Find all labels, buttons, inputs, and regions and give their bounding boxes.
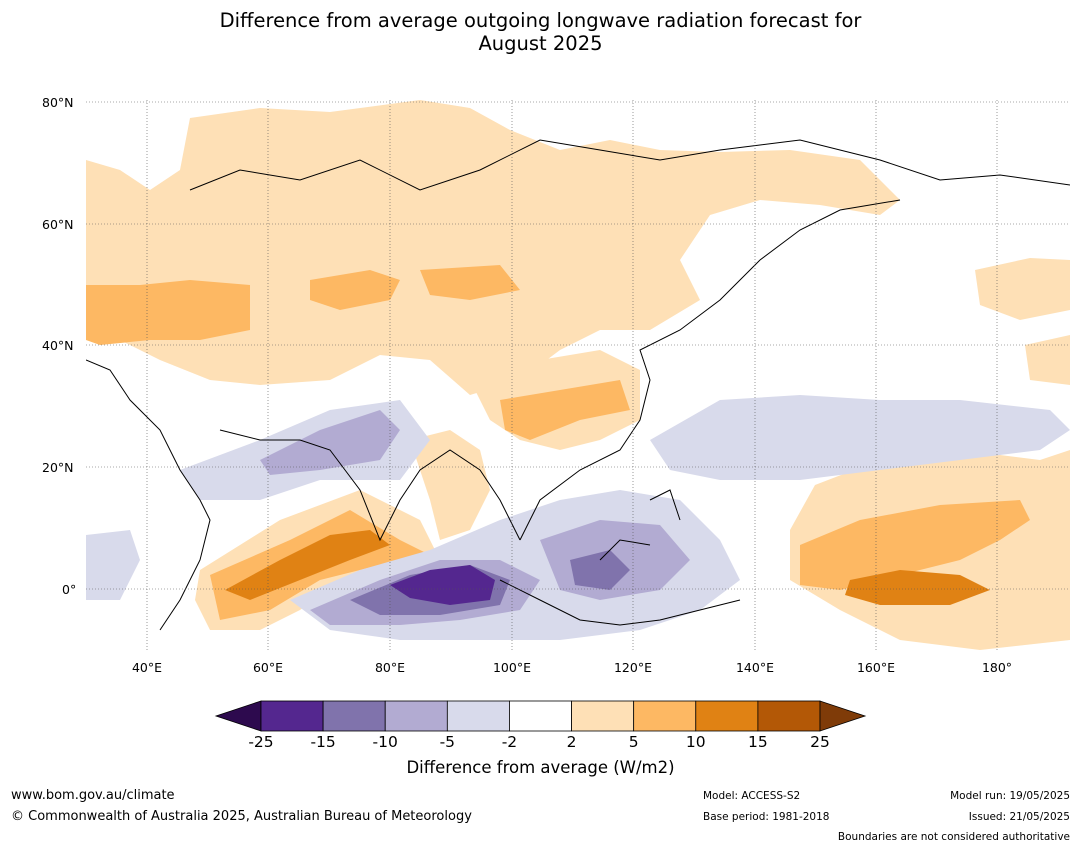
colorbar-box xyxy=(446,700,510,732)
colorbar-tick-label: -5 xyxy=(439,733,456,751)
colorbar-tick-label: -25 xyxy=(248,733,274,751)
colorbar-tick-label: 10 xyxy=(685,733,706,751)
lat-label-40n: 40°N xyxy=(42,338,74,353)
coastline-east-asia xyxy=(519,199,901,541)
lon-label-180: 180° xyxy=(981,660,1013,675)
lat-label-80n: 80°N xyxy=(42,95,74,110)
colorbar-label: Difference from average (W/m2) xyxy=(406,758,675,777)
lon-label-140e: 140°E xyxy=(735,660,774,675)
colorbar-box xyxy=(757,700,821,732)
anomaly-region-central-asia xyxy=(86,280,250,345)
footer-base-period: Base period: 1981-2018 xyxy=(703,811,830,823)
colorbar-tick-label: 2 xyxy=(566,733,577,751)
olr-anomaly-map xyxy=(86,100,1070,650)
anomaly-region-pacific-band xyxy=(800,500,1030,590)
footer-model-run: Model run: 19/05/2025 xyxy=(950,790,1070,802)
colorbar-boxes xyxy=(214,700,867,732)
anomaly-region-bay-of-bengal xyxy=(260,410,400,475)
anomaly-field xyxy=(86,100,1070,650)
anomaly-region-borneo xyxy=(570,550,630,590)
colorbar-box xyxy=(509,700,572,732)
anomaly-region-north-asia xyxy=(86,100,900,395)
lon-label-160e: 160°E xyxy=(856,660,895,675)
footer-url[interactable]: www.bom.gov.au/climate xyxy=(11,788,175,803)
colorbar xyxy=(214,700,867,732)
graticule xyxy=(86,100,1070,650)
lon-label-100e: 100°E xyxy=(492,660,531,675)
anomaly-region-south-china xyxy=(500,380,630,440)
lon-label-80e: 80°E xyxy=(374,660,406,675)
colorbar-box xyxy=(633,700,697,732)
lat-label-60n: 60°N xyxy=(42,217,74,232)
footer-model: Model: ACCESS-S2 xyxy=(703,790,801,802)
footer-issued: Issued: 21/05/2025 xyxy=(968,811,1070,823)
colorbar-extend-low xyxy=(214,700,262,732)
footer-copyright: © Commonwealth of Australia 2025, Austra… xyxy=(11,809,472,824)
anomaly-region-india xyxy=(410,430,490,540)
lat-label-equator: 0° xyxy=(62,582,77,597)
lon-label-120e: 120°E xyxy=(613,660,652,675)
anomaly-region-east-pacific xyxy=(1025,335,1070,385)
map-title-line2: August 2025 xyxy=(478,32,603,55)
anomaly-region-core-negative xyxy=(390,565,495,605)
anomaly-region-arabian-sea xyxy=(225,530,390,600)
colorbar-tick-label: 15 xyxy=(748,733,768,751)
colorbar-tick-label: 25 xyxy=(810,733,830,751)
map-title: Difference from average outgoing longwav… xyxy=(0,9,1081,55)
colorbar-extend-high xyxy=(819,700,867,732)
anomaly-region-pacific-core xyxy=(845,570,990,605)
coastline-africa-arabia xyxy=(86,359,211,631)
lon-label-40e: 40°E xyxy=(131,660,163,675)
colorbar-box xyxy=(571,700,635,732)
colorbar-tick-label: 5 xyxy=(628,733,639,751)
colorbar-tick-label: -10 xyxy=(372,733,398,751)
colorbar-tick-label: -15 xyxy=(310,733,336,751)
footer-disclaimer: Boundaries are not considered authoritat… xyxy=(837,831,1070,843)
colorbar-box xyxy=(260,700,324,732)
anomaly-region-mongolia xyxy=(420,265,520,300)
coastline-maritime xyxy=(499,489,741,626)
coastline-arctic xyxy=(189,139,1070,191)
anomaly-region-north-pacific xyxy=(975,258,1070,320)
lon-label-60e: 60°E xyxy=(252,660,284,675)
colorbar-box xyxy=(695,700,759,732)
map-title-line1: Difference from average outgoing longwav… xyxy=(219,9,862,32)
anomaly-region-philippines xyxy=(650,395,1070,480)
anomaly-region-africa xyxy=(86,530,140,600)
colorbar-tick-label: -2 xyxy=(501,733,518,751)
colorbar-box xyxy=(384,700,448,732)
anomaly-region-tibet xyxy=(310,270,400,310)
lat-label-20n: 20°N xyxy=(42,460,74,475)
colorbar-box xyxy=(322,700,386,732)
